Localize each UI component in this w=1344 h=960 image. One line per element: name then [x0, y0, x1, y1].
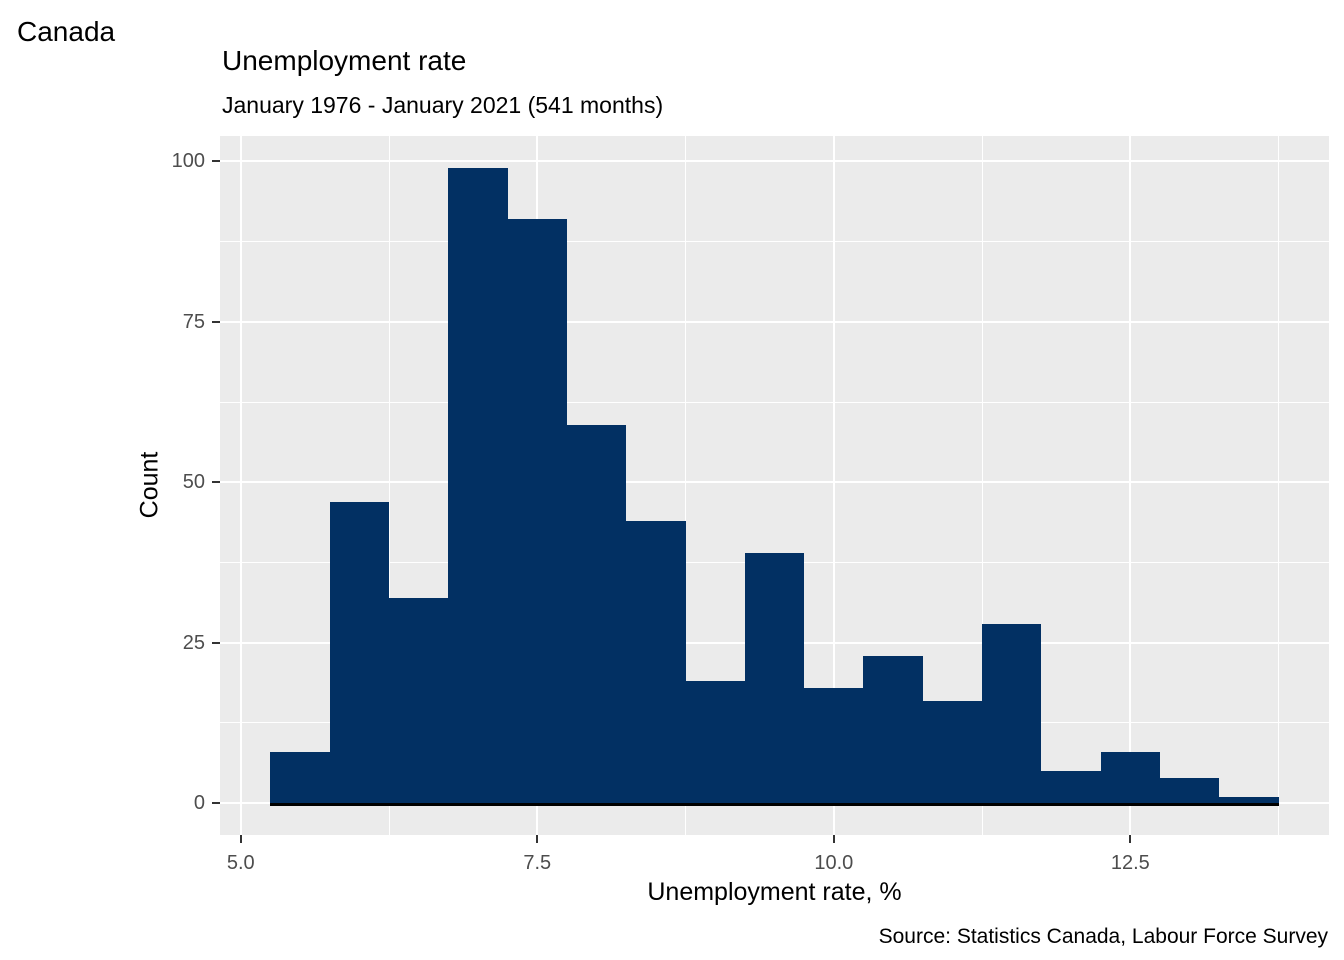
y-tick-label: 0	[193, 792, 205, 815]
histogram-bar	[507, 219, 567, 804]
histogram-bar	[922, 700, 983, 804]
y-tick-label: 75	[182, 310, 205, 333]
x-tick-mark	[832, 835, 835, 843]
histogram-bar	[804, 687, 864, 804]
x-tick-mark	[239, 835, 242, 843]
y-axis-title: Count	[135, 451, 164, 519]
histogram-bar	[626, 520, 686, 804]
histogram-bar	[566, 424, 627, 804]
x-tick-label: 12.5	[1110, 852, 1150, 874]
histogram-bar	[1041, 771, 1101, 804]
histogram-bar	[744, 552, 805, 804]
histogram-bar	[1100, 751, 1160, 804]
chart-subtitle: January 1976 - January 2021 (541 months)	[222, 92, 664, 118]
x-tick-mark	[536, 835, 539, 843]
histogram-bar	[389, 597, 449, 804]
x-tick-label: 7.5	[523, 852, 552, 874]
y-gridline-minor	[220, 401, 1329, 403]
x-gridline-major	[1129, 136, 1132, 835]
histogram-bar	[270, 751, 330, 804]
histogram-bar	[1159, 777, 1220, 804]
x-tick-mark	[1129, 835, 1132, 843]
x-gridline-minor	[981, 136, 983, 835]
x-gridline-minor	[388, 136, 390, 835]
x-tick-label: 5.0	[226, 852, 255, 874]
x-gridline-minor	[685, 136, 687, 835]
y-tick-label: 100	[171, 150, 205, 173]
histogram-bar	[982, 623, 1042, 804]
x-gridline-major	[239, 136, 242, 835]
x-tick-label: 10.0	[814, 852, 854, 874]
histogram-bar	[448, 167, 508, 804]
y-tick-mark	[212, 641, 220, 644]
plot-panel	[220, 136, 1329, 835]
histogram-bar	[685, 681, 745, 804]
y-gridline-major	[220, 320, 1329, 323]
x-gridline-minor	[1278, 136, 1280, 835]
histogram-bar	[863, 655, 923, 804]
y-tick-mark	[212, 160, 220, 163]
y-tick-mark	[212, 802, 220, 805]
y-tick-label: 25	[182, 631, 205, 654]
histogram-bar	[329, 501, 389, 804]
x-axis-title: Unemployment rate, %	[647, 878, 902, 906]
zero-baseline	[270, 803, 1279, 807]
x-gridline-major	[832, 136, 835, 835]
histogram-bar	[1219, 796, 1279, 804]
y-gridline-major	[220, 160, 1329, 163]
y-tick-mark	[212, 481, 220, 484]
y-gridline-minor	[220, 241, 1329, 243]
y-gridline-major	[220, 481, 1329, 484]
region-label: Canada	[17, 16, 116, 47]
chart-title: Unemployment rate	[222, 45, 467, 76]
y-tick-mark	[212, 320, 220, 323]
chart-caption: Source: Statistics Canada, Labour Force …	[878, 925, 1328, 948]
y-tick-label: 50	[182, 471, 205, 494]
